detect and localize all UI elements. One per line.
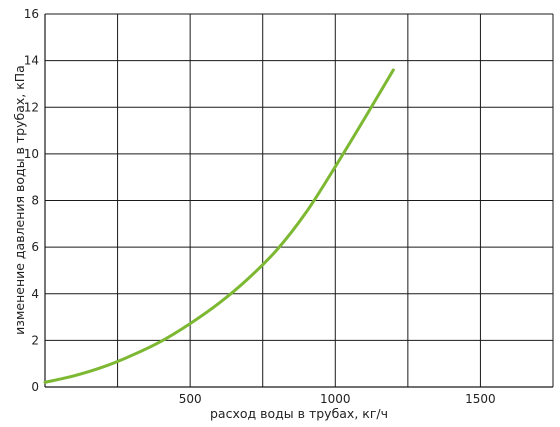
y-tick-label: 16 — [24, 7, 39, 21]
y-tick-label: 0 — [31, 380, 39, 394]
x-axis-label: расход воды в трубах, кг/ч — [210, 406, 388, 421]
grid — [44, 13, 554, 388]
series-line — [43, 68, 395, 384]
y-tick-label: 8 — [31, 194, 39, 208]
x-tick-label: 500 — [179, 392, 202, 406]
tick-labels: 0 2 4 6 8 10 12 14 16 500 1000 1500 — [24, 7, 496, 406]
y-tick-label: 6 — [31, 240, 39, 254]
y-tick-label: 12 — [24, 100, 39, 114]
y-tick-label: 10 — [24, 147, 39, 161]
y-tick-label: 2 — [31, 333, 39, 347]
y-axis-label: изменение давления воды в трубах, кПа — [12, 65, 27, 335]
y-tick-label: 4 — [31, 287, 39, 301]
y-tick-label: 14 — [24, 54, 39, 68]
x-tick-label: 1500 — [465, 392, 496, 406]
series-layer — [43, 68, 395, 384]
x-tick-label: 1000 — [320, 392, 351, 406]
